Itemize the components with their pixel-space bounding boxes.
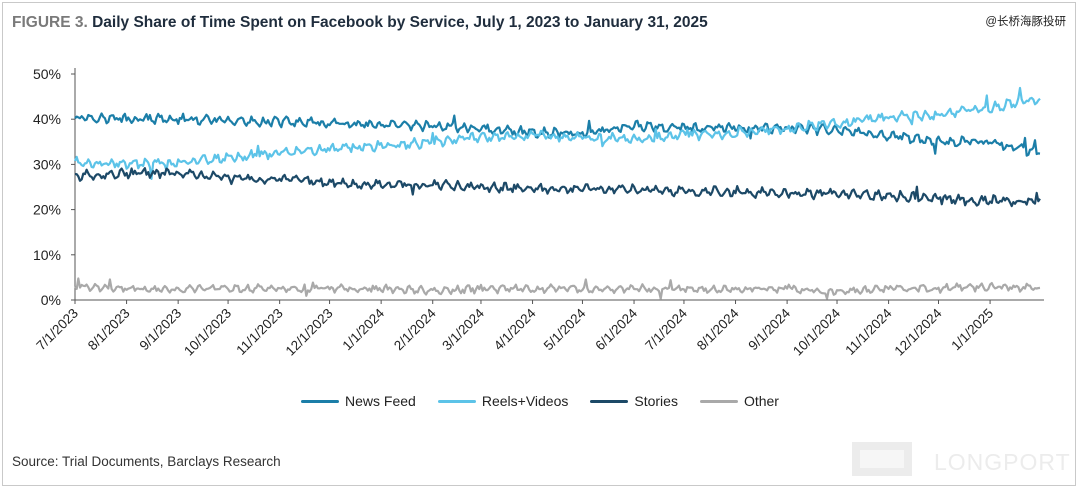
source-note: Source: Trial Documents, Barclays Resear… <box>12 454 281 469</box>
legend-swatch <box>699 399 738 403</box>
legend-swatch <box>437 399 476 403</box>
x-tick-label: 7/1/2024 <box>642 305 690 353</box>
x-tick-label: 6/1/2024 <box>592 305 640 353</box>
legend-swatch <box>590 399 629 403</box>
x-tick-label: 11/1/2023 <box>233 306 285 358</box>
legend-item-stories: Stories <box>590 393 678 409</box>
series-line-news-feed <box>74 112 1041 157</box>
x-tick-label: 10/1/2023 <box>181 306 234 359</box>
legend-item-reels-videos: Reels+Videos <box>437 393 569 409</box>
x-tick-label: 1/1/2024 <box>339 305 387 353</box>
x-tick-label: 12/1/2023 <box>283 306 336 359</box>
y-tick-label: 10% <box>33 247 61 263</box>
y-tick-label: 20% <box>33 202 61 218</box>
x-tick-label: 4/1/2024 <box>491 305 539 353</box>
x-tick-label: 3/1/2024 <box>439 305 487 353</box>
logo-mark-inner-icon <box>860 450 904 468</box>
x-tick-label: 9/1/2024 <box>745 305 793 353</box>
chart-title: Daily Share of Time Spent on Facebook by… <box>92 14 708 31</box>
x-tick-label: 1/1/2025 <box>948 306 996 354</box>
y-tick-label: 40% <box>33 111 61 127</box>
series-line-reels-videos <box>73 86 1041 180</box>
legend-label: Other <box>743 393 779 409</box>
x-tick-label: 9/1/2023 <box>137 306 185 354</box>
x-tick-label: 8/1/2024 <box>694 305 742 353</box>
x-tick-label: 10/1/2024 <box>790 305 843 358</box>
legend-swatch <box>301 399 340 403</box>
longport-logo: LONGPORT <box>852 438 1072 482</box>
y-tick-label: 0% <box>41 292 61 308</box>
legend-item-news-feed: News Feed <box>301 393 416 409</box>
x-tick-label: 8/1/2023 <box>85 306 133 354</box>
legend-label: Stories <box>634 393 678 409</box>
legend-label: News Feed <box>345 393 416 409</box>
logo-text: LONGPORT <box>934 449 1071 475</box>
legend-item-other: Other <box>699 393 779 409</box>
x-tick-label: 11/1/2024 <box>842 305 895 358</box>
x-tick-label: 5/1/2024 <box>541 305 589 353</box>
x-tick-label: 7/1/2023 <box>33 306 81 354</box>
series-line-stories <box>74 167 1041 208</box>
series-line-other <box>74 277 1041 300</box>
y-tick-label: 50% <box>33 66 61 82</box>
y-tick-label: 30% <box>33 156 61 172</box>
x-tick-label: 2/1/2024 <box>391 305 439 353</box>
figure-label: FIGURE 3. <box>12 14 88 31</box>
watermark-text: @长桥海豚投研 <box>985 16 1066 28</box>
legend-label: Reels+Videos <box>481 393 569 409</box>
x-tick-label: 12/1/2024 <box>892 305 945 358</box>
chart-legend: News Feed Reels+Videos Stories Other <box>0 393 1080 409</box>
figure-title: FIGURE 3. Daily Share of Time Spent on F… <box>12 14 708 32</box>
